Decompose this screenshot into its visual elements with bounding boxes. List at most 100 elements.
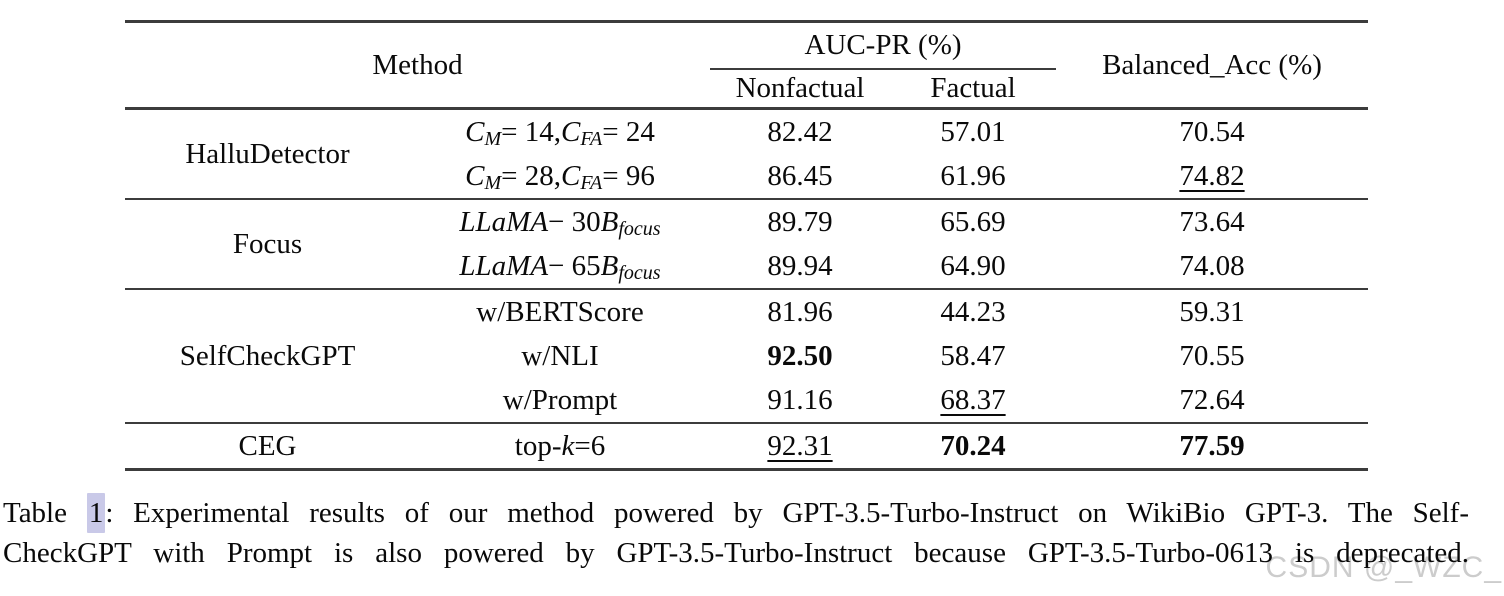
value-cell: 89.94 <box>710 244 890 288</box>
variant-cell: w/Prompt <box>410 378 710 422</box>
value-cell: 81.96 <box>710 290 890 334</box>
value-text: 61.96 <box>940 159 1006 192</box>
value-cell: 61.96 <box>890 154 1056 198</box>
table-caption: Table 1: Experimental results of our met… <box>3 493 1469 573</box>
value-text: 73.64 <box>1179 205 1245 238</box>
table-ref-link: 1 <box>86 493 106 533</box>
value-cell: 72.64 <box>1056 378 1368 422</box>
variant-text-segment: LLaMA <box>459 249 549 282</box>
variant-text-segment: w/BERTScore <box>476 295 644 328</box>
value-text: 81.96 <box>767 295 833 328</box>
variant-text-segment: focus <box>618 261 661 284</box>
value-cell: 77.59 <box>1056 424 1368 468</box>
variant-text-segment: C <box>561 115 581 148</box>
value-cell: 65.69 <box>890 200 1056 244</box>
variant-text-segment: = 28, <box>501 159 562 192</box>
method-cell: Focus <box>232 227 303 260</box>
header-balanced-acc: Balanced_Acc (%) <box>1102 48 1322 81</box>
value-text: 70.54 <box>1179 115 1245 148</box>
value-text: 70.55 <box>1179 339 1245 372</box>
value-text: 68.37 <box>940 383 1006 416</box>
variant-text-segment: M <box>484 171 502 194</box>
value-cell: 92.31 <box>710 424 890 468</box>
variant-text-segment: B <box>600 249 619 282</box>
variant-text-segment: B <box>600 205 619 238</box>
value-cell: 74.82 <box>1056 154 1368 198</box>
value-cell: 68.37 <box>890 378 1056 422</box>
value-text: 65.69 <box>940 205 1006 238</box>
variant-text-segment: w/Prompt <box>502 383 618 416</box>
value-cell: 70.55 <box>1056 334 1368 378</box>
value-cell: 89.79 <box>710 200 890 244</box>
value-text: 77.59 <box>1179 429 1245 462</box>
value-text: 64.90 <box>940 249 1006 282</box>
value-text: 58.47 <box>940 339 1006 372</box>
caption-prefix: Table <box>3 497 87 529</box>
variant-text-segment: = 96 <box>602 159 655 192</box>
variant-text-segment: LLaMA <box>459 205 549 238</box>
value-cell: 57.01 <box>890 110 1056 154</box>
method-cell: SelfCheckGPT <box>179 339 356 372</box>
variant-text-segment: focus <box>618 217 661 240</box>
variant-cell: w/BERTScore <box>410 290 710 334</box>
table-body: HalluDetector C M = 14, C FA = 24 82.42 57.01… <box>125 110 1368 471</box>
value-cell: 70.24 <box>890 424 1056 468</box>
variant-text-segment: k <box>561 429 575 462</box>
value-cell: 74.08 <box>1056 244 1368 288</box>
value-cell: 91.16 <box>710 378 890 422</box>
value-text: 89.94 <box>767 249 833 282</box>
value-text: 72.64 <box>1179 383 1245 416</box>
value-text: 89.79 <box>767 205 833 238</box>
value-cell: 64.90 <box>890 244 1056 288</box>
variant-text-segment: FA <box>580 127 603 150</box>
variant-text-segment: = 24 <box>602 115 655 148</box>
table-group: CEG top-k =6 92.31 70.24 77.59 <box>125 424 1368 471</box>
value-cell: 73.64 <box>1056 200 1368 244</box>
value-text: 57.01 <box>940 115 1006 148</box>
variant-text-segment: C <box>465 159 485 192</box>
csdn-watermark: CSDN @_WZC_ <box>1265 551 1502 584</box>
caption-line-1-rest: : Experimental results of our method pow… <box>105 497 1469 529</box>
value-text: 74.08 <box>1179 249 1245 282</box>
value-text: 86.45 <box>767 159 833 192</box>
value-text: 44.23 <box>940 295 1006 328</box>
variant-cell: top-k =6 <box>410 424 710 468</box>
value-text: 82.42 <box>767 115 833 148</box>
header-factual: Factual <box>930 72 1016 104</box>
value-cell: 70.54 <box>1056 110 1368 154</box>
variant-cell: w/NLI <box>410 334 710 378</box>
variant-text-segment: C <box>465 115 485 148</box>
header-nonfactual: Nonfactual <box>735 72 865 104</box>
method-cell: CEG <box>238 429 297 462</box>
value-text: 59.31 <box>1179 295 1245 328</box>
value-cell: 86.45 <box>710 154 890 198</box>
table-group: HalluDetector C M = 14, C FA = 24 82.42 57.01… <box>125 110 1368 200</box>
variant-text-segment: M <box>484 127 502 150</box>
method-cell: HalluDetector <box>185 137 350 170</box>
value-text: 70.24 <box>940 429 1006 462</box>
variant-text-segment: =6 <box>574 429 606 462</box>
variant-text-segment: = 14, <box>501 115 562 148</box>
value-cell: 58.47 <box>890 334 1056 378</box>
variant-text-segment: − 65 <box>548 249 601 282</box>
variant-text-segment: top- <box>514 429 562 462</box>
header-auc-pr: AUC-PR (%) <box>710 23 1056 70</box>
table-group: SelfCheckGPT w/BERTScore 81.96 44.23 59.31 w/… <box>125 290 1368 424</box>
value-cell: 92.50 <box>710 334 890 378</box>
caption-line-1: Table 1: Experimental results of our met… <box>3 493 1469 533</box>
variant-text-segment: C <box>561 159 581 192</box>
table-header: Method AUC-PR (%) Nonfactual Factual Bal… <box>125 20 1368 110</box>
caption-line-2: CheckGPT with Prompt is also powered by … <box>3 537 1469 569</box>
header-method: Method <box>372 48 463 81</box>
variant-text-segment: w/NLI <box>521 339 599 372</box>
variant-text-segment: − 30 <box>548 205 601 238</box>
value-cell: 44.23 <box>890 290 1056 334</box>
value-text: 91.16 <box>767 383 833 416</box>
variant-text-segment: FA <box>580 171 603 194</box>
